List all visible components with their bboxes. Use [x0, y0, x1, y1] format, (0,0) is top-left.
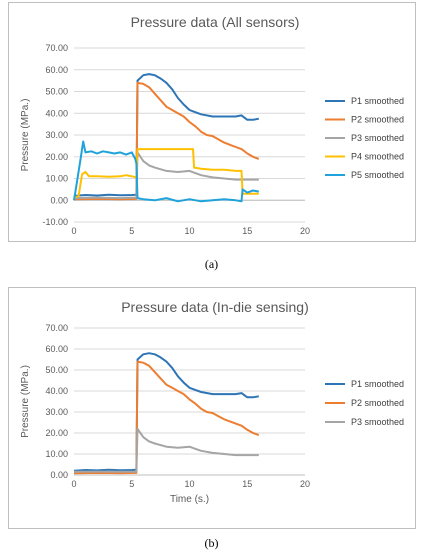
legend-label-p4: P4 smoothed — [351, 152, 404, 162]
x-tick-label: 0 — [71, 226, 76, 236]
y-tick-label: 60.00 — [45, 344, 68, 354]
chart-b: Pressure data (In-die sensing) 0.00 10.00 2… — [20, 299, 404, 505]
y-tick-label: -10.00 — [42, 217, 68, 227]
y-axis-label: Pressure (MPa.) — [20, 365, 31, 438]
y-tick-label: 40.00 — [45, 108, 68, 118]
legend-label-p1: P1 smoothed — [351, 379, 404, 389]
x-tick-label: 5 — [129, 479, 134, 489]
y-tick-label: 40.00 — [45, 386, 68, 396]
legend-label-p3: P3 smoothed — [351, 417, 404, 427]
x-tick-label: 0 — [71, 479, 76, 489]
y-tick-label: 60.00 — [45, 65, 68, 75]
y-tick-label: 20.00 — [45, 428, 68, 438]
chart-a: Pressure data (All sensors) -10.00 0.00 10.… — [20, 14, 404, 236]
y-tick-label: 70.00 — [45, 43, 68, 53]
legend-label-p2: P2 smoothed — [351, 115, 404, 125]
chart-panel-b: Pressure data (In-die sensing) 0.00 10.00 2… — [8, 287, 416, 529]
y-tick-label: 30.00 — [45, 130, 68, 140]
y-tick-label: 10.00 — [45, 174, 68, 184]
series-line-p2 — [73, 360, 260, 475]
x-tick-label: 10 — [184, 226, 194, 236]
x-tick-label: 20 — [300, 479, 310, 489]
legend-label-p2: P2 smoothed — [351, 398, 404, 408]
chart-title: Pressure data (All sensors) — [131, 14, 300, 30]
series-line-p1 — [73, 73, 259, 197]
legend-label-p1: P1 smoothed — [351, 96, 404, 106]
x-axis-label: Time (s.) — [170, 494, 209, 505]
chart-panel-a: Pressure data (All sensors) -10.00 0.00 10.… — [8, 2, 416, 242]
y-tick-label: 50.00 — [45, 87, 68, 97]
y-tick-label: 30.00 — [45, 407, 68, 417]
y-tick-label: 20.00 — [45, 152, 68, 162]
x-tick-label: 15 — [242, 226, 252, 236]
series-line-p3 — [73, 151, 259, 200]
legend-label-p5: P5 smoothed — [351, 170, 404, 180]
y-tick-label: 0.00 — [50, 470, 68, 480]
series-line-p2 — [73, 81, 260, 201]
chart-title: Pressure data (In-die sensing) — [121, 299, 309, 315]
y-tick-label: 70.00 — [45, 323, 68, 333]
y-tick-label: 10.00 — [45, 449, 68, 459]
y-axis-label: Pressure (MPa.) — [20, 99, 31, 172]
series-line-p4 — [73, 148, 259, 200]
series-line-p5 — [73, 140, 259, 203]
caption-a: (a) — [204, 257, 219, 271]
series-line-p1 — [73, 352, 259, 472]
x-tick-label: 5 — [129, 226, 134, 236]
x-tick-label: 15 — [242, 479, 252, 489]
caption-b: (b) — [204, 536, 219, 550]
y-tick-label: 0.00 — [50, 195, 68, 205]
series-line-p3 — [73, 427, 259, 473]
legend-label-p3: P3 smoothed — [351, 133, 404, 143]
y-tick-label: 50.00 — [45, 365, 68, 375]
x-tick-label: 20 — [300, 226, 310, 236]
x-tick-label: 10 — [184, 479, 194, 489]
